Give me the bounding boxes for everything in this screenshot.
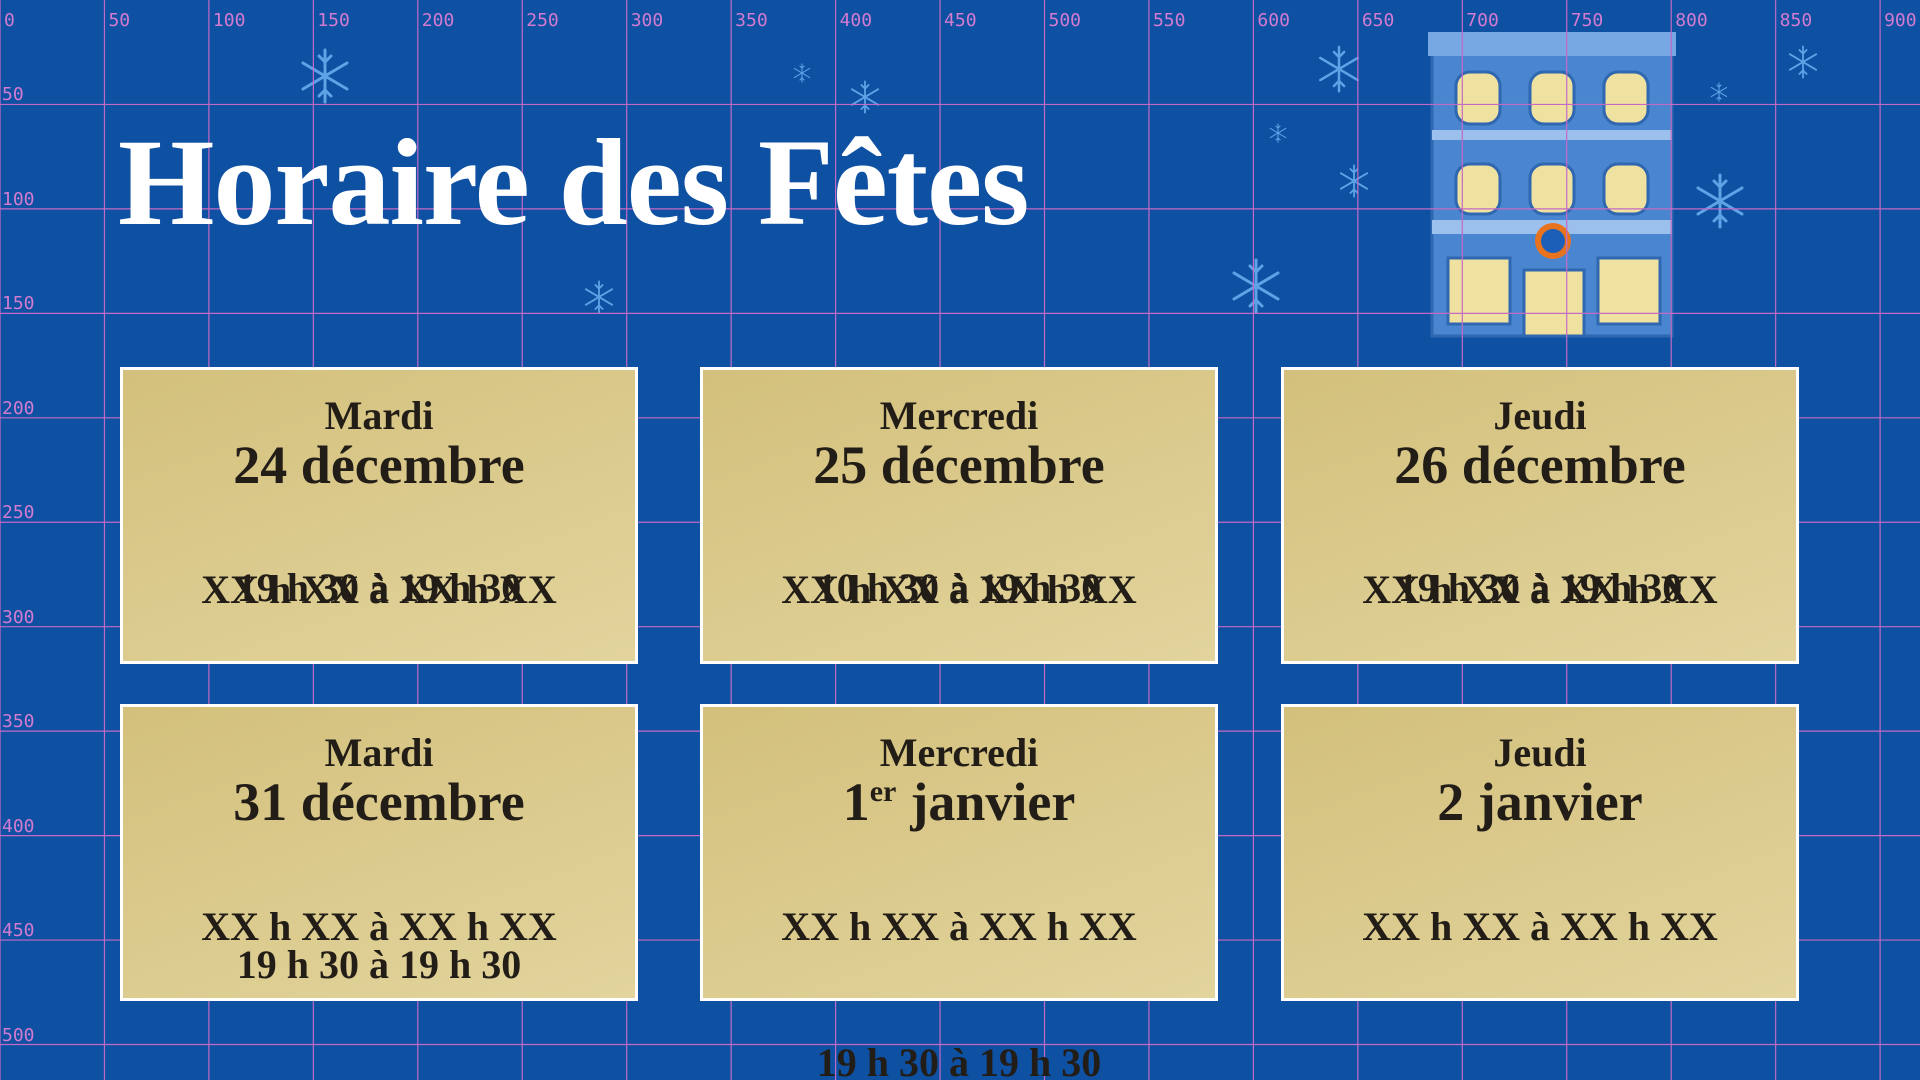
grid-y-label: 400 [2,815,35,837]
schedule-card: Mardi 31 décembre XX h XX à XX h XX 19 h 30… [120,704,638,1001]
grid-x-label: 50 [108,10,131,31]
day: Mardi [324,730,434,775]
hours-placeholder: XX h XX à XX h XX [781,904,1137,949]
day: Jeudi [1493,730,1587,775]
date-number: 25 décembre [813,435,1105,495]
grid-y-label: 150 [2,293,35,315]
date-number: 24 décembre [233,435,525,495]
hours-placeholder: XX h XX à XX h XX [1362,904,1718,949]
grid-x-label: 750 [1570,10,1604,31]
grid-x-label: 700 [1466,10,1499,31]
schedule-card: Mercredi 1er janvier XX h XX à XX h XX 19 h … [700,704,1218,1080]
day: Jeudi [1493,393,1587,438]
grid-x-label: 500 [1048,10,1082,31]
grid-y-label: 300 [2,606,35,628]
hours-placeholder: XX h XX à XX h XX [781,567,1137,612]
grid-y-label: 100 [2,188,35,210]
grid-y-label: 450 [2,920,35,942]
date-number: 26 décembre [1394,435,1686,495]
day: Mardi [324,393,434,438]
date: 31 décembre [123,775,635,829]
date: 2 janvier [1284,775,1796,829]
title: Horaire des Fêtes [118,114,1029,251]
grid-x-label: 800 [1675,10,1708,31]
schedule-card: Mardi 24 décembre XX h XX à XX h XX 19 h 30… [120,367,638,664]
day: Mercredi [879,393,1039,438]
date-suffix: er [869,775,897,808]
grid-y-label: 250 [2,502,35,524]
date: 25 décembre [703,438,1215,492]
hours: 19 h 30 à 19 h 30 [1397,565,1683,610]
hours: 10 h 30 à 19 h 30 [816,565,1102,610]
date-number: 2 janvier [1437,772,1643,832]
grid-x-label: 0 [4,10,15,31]
hours: 19 h 30 à 19 h 30 [816,1040,1102,1080]
grid-x-label: 900 [1884,10,1917,31]
grid-x-label: 100 [212,10,246,31]
grid-x-label: 150 [317,10,350,31]
grid-x-label: 600 [1257,10,1290,31]
hours-placeholder: XX h XX à XX h XX [201,904,557,949]
grid-y-label: 200 [2,397,35,419]
hours: 19 h 30 à 19 h 30 [236,942,522,987]
grid-y-label: 50 [2,84,24,106]
date: 26 décembre [1284,438,1796,492]
date-number: 1 [842,772,870,832]
grid-x-label: 400 [839,10,873,31]
date-month: janvier [910,772,1076,832]
schedule-card: Mercredi 25 décembre XX h XX à XX h XX 10 h… [700,367,1218,664]
grid-x-label: 650 [1361,10,1395,31]
grid-x-label: 350 [735,10,768,31]
hours-placeholder: XX h XX à XX h XX [1362,567,1718,612]
date: 24 décembre [123,438,635,492]
day: Mercredi [879,730,1039,775]
date-number: 31 décembre [233,772,525,832]
schedule-card: Jeudi 2 janvier XX h XX à XX h XX [1281,704,1799,1001]
grid-x-label: 200 [421,10,455,31]
grid-y-label: 350 [2,711,35,733]
date: 1er janvier [703,775,1215,829]
grid-x-label: 550 [1152,10,1186,31]
grid-x-label: 300 [630,10,664,31]
grid-x-label: 450 [944,10,977,31]
schedule-card: Jeudi 26 décembre XX h XX à XX h XX 19 h 30… [1281,367,1799,664]
grid-x-label: 250 [526,10,559,31]
hours: 19 h 30 à 19 h 30 [236,565,522,610]
grid-x-label: 850 [1779,10,1813,31]
grid-y-label: 500 [2,1024,35,1046]
hours-placeholder: XX h XX à XX h XX [201,567,557,612]
